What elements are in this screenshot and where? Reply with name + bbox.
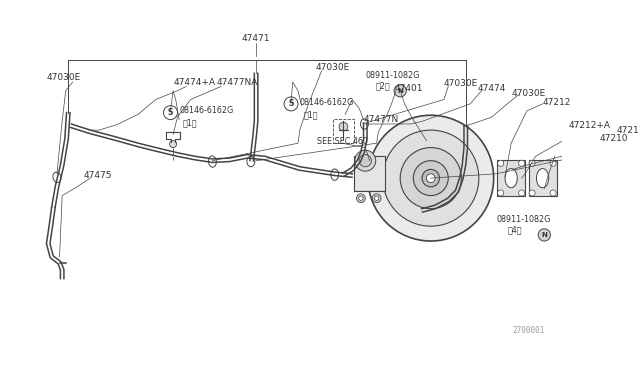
Bar [529, 160, 557, 196]
Circle shape [518, 190, 525, 196]
Text: 08911-1082G: 08911-1082G [365, 71, 420, 80]
Circle shape [538, 229, 550, 241]
Circle shape [368, 115, 493, 241]
Circle shape [426, 174, 435, 183]
Circle shape [413, 161, 448, 196]
Text: SEE SEC.460: SEE SEC.460 [317, 137, 368, 146]
Circle shape [359, 154, 371, 167]
Circle shape [498, 160, 504, 166]
Circle shape [170, 141, 177, 148]
Circle shape [498, 190, 504, 196]
Circle shape [372, 194, 381, 203]
Circle shape [400, 148, 461, 209]
Text: 47211: 47211 [617, 126, 640, 135]
Circle shape [163, 106, 177, 120]
Text: 47471: 47471 [242, 34, 270, 43]
Text: 47210: 47210 [600, 134, 628, 143]
Text: （1）: （1） [182, 119, 197, 128]
Text: 2700001: 2700001 [512, 326, 545, 336]
Text: 47030E: 47030E [316, 63, 349, 72]
Text: 47212+A: 47212+A [569, 121, 611, 130]
Circle shape [422, 169, 440, 187]
Text: N: N [397, 88, 403, 94]
Circle shape [356, 194, 365, 203]
Bar [333, 119, 354, 143]
Text: S: S [289, 99, 294, 108]
Circle shape [383, 130, 479, 226]
Text: 47474+A: 47474+A [173, 77, 215, 87]
Text: 47477NA: 47477NA [217, 77, 258, 87]
Circle shape [394, 85, 406, 97]
Ellipse shape [209, 156, 216, 167]
Circle shape [529, 160, 535, 166]
Ellipse shape [53, 172, 61, 182]
Circle shape [529, 190, 535, 196]
Circle shape [550, 190, 556, 196]
Text: 47475: 47475 [83, 171, 111, 180]
Text: 47401: 47401 [394, 84, 422, 93]
Text: （4）: （4） [508, 225, 522, 234]
Text: S: S [168, 108, 173, 117]
Circle shape [374, 196, 379, 201]
Text: 47030E: 47030E [444, 79, 478, 88]
Circle shape [339, 122, 348, 131]
Circle shape [550, 160, 556, 166]
Text: 47030E: 47030E [47, 73, 81, 82]
Text: 47030E: 47030E [512, 89, 547, 98]
Text: N: N [541, 232, 547, 238]
Text: 08911-1082G: 08911-1082G [496, 215, 550, 224]
Circle shape [359, 196, 363, 201]
Ellipse shape [536, 169, 548, 188]
Bar [354, 156, 385, 191]
Ellipse shape [505, 169, 517, 188]
Circle shape [355, 150, 376, 171]
Bar [497, 160, 525, 196]
Circle shape [284, 97, 298, 111]
Ellipse shape [331, 169, 339, 180]
Text: （1）: （1） [303, 110, 317, 119]
Text: 08146-6162G: 08146-6162G [300, 97, 354, 107]
Text: （2）: （2） [376, 81, 390, 90]
Text: 08146-6162G: 08146-6162G [179, 106, 234, 115]
Text: 47212: 47212 [543, 97, 571, 107]
Text: 47477N: 47477N [364, 115, 399, 124]
Ellipse shape [247, 156, 255, 167]
Text: 47474: 47474 [477, 84, 506, 93]
Ellipse shape [360, 119, 369, 129]
Circle shape [518, 160, 525, 166]
